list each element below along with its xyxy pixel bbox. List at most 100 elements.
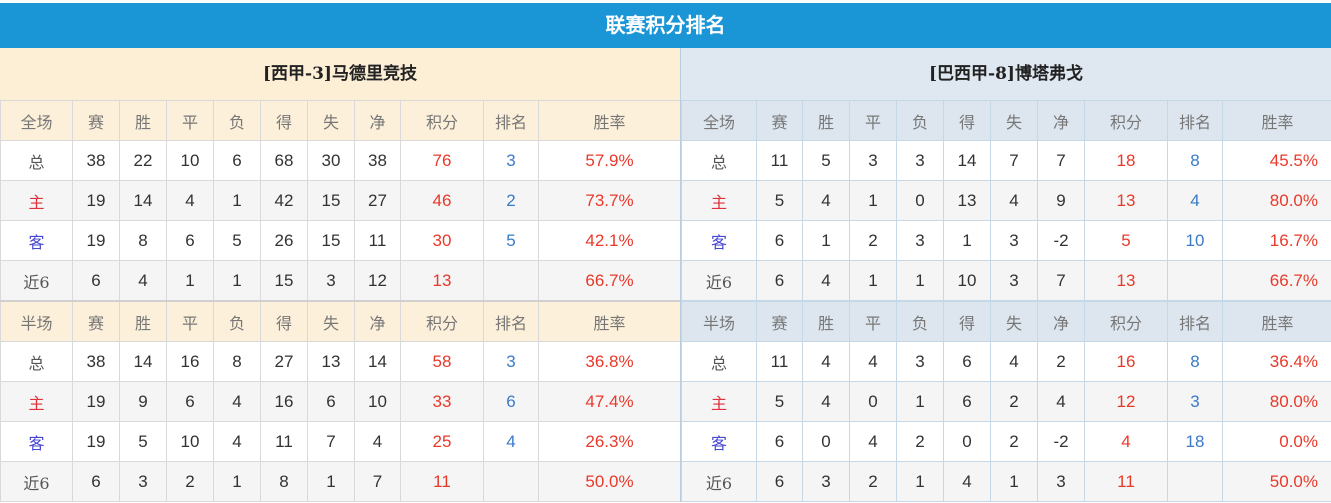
cell-label: 总	[681, 341, 757, 382]
table-row: 近6 6 4 1 1 10 3 7 13 66.7%	[681, 260, 1331, 302]
column-header-drawn: 平	[166, 100, 214, 141]
cell-label: 主	[681, 381, 757, 422]
away-team-panel: [巴西甲-8]博塔弗戈 全场赛胜平负得失净积分 排名 胜率总 11 5 3 3 14 7 7 18 8…	[680, 48, 1331, 502]
cell-goals-against: 30	[307, 140, 355, 181]
cell-played: 6	[72, 461, 120, 502]
cell-win-rate: 80.0%	[1222, 381, 1331, 422]
cell-rank: 6	[483, 381, 539, 422]
cell-goals-for: 10	[943, 260, 991, 302]
column-header-points: 积分	[400, 100, 484, 141]
cell-points: 11	[400, 461, 484, 502]
column-header-label: 半场	[681, 300, 757, 342]
cell-points: 25	[400, 421, 484, 462]
cell-played: 38	[72, 140, 120, 181]
table-row: 总 38 14 16 8 27 13 14 58 3 36.8%	[0, 341, 681, 382]
cell-goals-against: 7	[990, 140, 1038, 181]
cell-points: 12	[1084, 381, 1168, 422]
cell-played: 19	[72, 421, 120, 462]
cell-rank: 4	[1167, 180, 1223, 221]
cell-rank: 8	[1167, 140, 1223, 181]
cell-goals-for: 13	[943, 180, 991, 221]
cell-played: 11	[756, 341, 803, 382]
cell-goals-against: 4	[990, 341, 1038, 382]
cell-lost: 3	[896, 220, 944, 261]
cell-label: 主	[0, 381, 73, 422]
cell-win-rate: 50.0%	[538, 461, 681, 502]
cell-label: 主	[0, 180, 73, 221]
cell-won: 9	[119, 381, 167, 422]
cell-won: 4	[119, 260, 167, 302]
cell-lost: 8	[213, 341, 261, 382]
cell-label: 近6	[0, 260, 73, 302]
cell-goals-against: 3	[990, 260, 1038, 302]
cell-lost: 1	[896, 260, 944, 302]
cell-lost: 4	[213, 421, 261, 462]
cell-drawn: 3	[849, 140, 897, 181]
cell-drawn: 1	[849, 260, 897, 302]
standings-table: 全场赛胜平负得失净积分 排名 胜率总 11 5 3 3 14 7 7 18 8 45.5% 主 5 4 1 0 13…	[681, 100, 1331, 502]
cell-goals-against: 2	[990, 381, 1038, 422]
header-row: 全场赛胜平负得失净积分 排名 胜率	[681, 100, 1331, 141]
cell-goals-for: 4	[943, 461, 991, 502]
cell-goals-against: 15	[307, 220, 355, 261]
cell-goal-diff: 12	[354, 260, 401, 302]
cell-win-rate: 36.8%	[538, 341, 681, 382]
column-header-goals-against: 失	[307, 300, 355, 342]
column-header-goals-for: 得	[943, 100, 991, 141]
cell-played: 6	[756, 260, 803, 302]
cell-played: 6	[756, 421, 803, 462]
cell-goal-diff: 4	[1037, 381, 1085, 422]
cell-goal-diff: 7	[354, 461, 401, 502]
cell-goal-diff: 38	[354, 140, 401, 181]
cell-rank: 3	[483, 341, 539, 382]
column-header-played: 赛	[756, 300, 803, 342]
table-row: 客 19 5 10 4 11 7 4 25 4 26.3%	[0, 421, 681, 462]
column-header-drawn: 平	[849, 300, 897, 342]
column-header-goals-against: 失	[307, 100, 355, 141]
cell-goals-against: 3	[990, 220, 1038, 261]
cell-won: 4	[802, 341, 850, 382]
column-header-won: 胜	[802, 100, 850, 141]
column-header-goals-against: 失	[990, 100, 1038, 141]
cell-win-rate: 42.1%	[538, 220, 681, 261]
column-header-label: 全场	[0, 100, 73, 141]
cell-label: 主	[681, 180, 757, 221]
cell-win-rate: 50.0%	[1222, 461, 1331, 502]
column-header-lost: 负	[213, 100, 261, 141]
column-header-label: 半场	[0, 300, 73, 342]
cell-goals-for: 8	[260, 461, 308, 502]
cell-goals-for: 6	[943, 381, 991, 422]
column-header-win-rate: 胜率	[1222, 100, 1331, 141]
cell-goals-against: 2	[990, 421, 1038, 462]
header-row: 半场赛胜平负得失净积分 排名 胜率	[681, 300, 1331, 342]
cell-won: 3	[802, 461, 850, 502]
cell-played: 5	[756, 381, 803, 422]
cell-label: 近6	[681, 260, 757, 302]
cell-lost: 1	[896, 461, 944, 502]
cell-win-rate: 16.7%	[1222, 220, 1331, 261]
cell-goal-diff: 7	[1037, 140, 1085, 181]
cell-points: 16	[1084, 341, 1168, 382]
cell-drawn: 4	[849, 341, 897, 382]
column-header-played: 赛	[72, 100, 120, 141]
table-row: 客 6 1 2 3 1 3 -2 5 10 16.7%	[681, 220, 1331, 261]
cell-goals-against: 15	[307, 180, 355, 221]
cell-drawn: 2	[849, 461, 897, 502]
table-row: 主 5 4 1 0 13 4 9 13 4 80.0%	[681, 180, 1331, 221]
cell-played: 6	[756, 220, 803, 261]
cell-goal-diff: 11	[354, 220, 401, 261]
column-header-lost: 负	[213, 300, 261, 342]
cell-drawn: 6	[166, 381, 214, 422]
cell-played: 19	[72, 381, 120, 422]
column-header-points: 积分	[1084, 300, 1168, 342]
cell-points: 13	[400, 260, 484, 302]
cell-lost: 1	[896, 381, 944, 422]
table-row: 客 6 0 4 2 0 2 -2 4 18 0.0%	[681, 421, 1331, 462]
column-header-rank: 排名	[483, 300, 539, 342]
cell-won: 4	[802, 180, 850, 221]
cell-rank	[1167, 461, 1223, 502]
cell-goals-for: 6	[943, 341, 991, 382]
column-header-goal-diff: 净	[1037, 100, 1085, 141]
cell-won: 14	[119, 341, 167, 382]
cell-rank: 18	[1167, 421, 1223, 462]
